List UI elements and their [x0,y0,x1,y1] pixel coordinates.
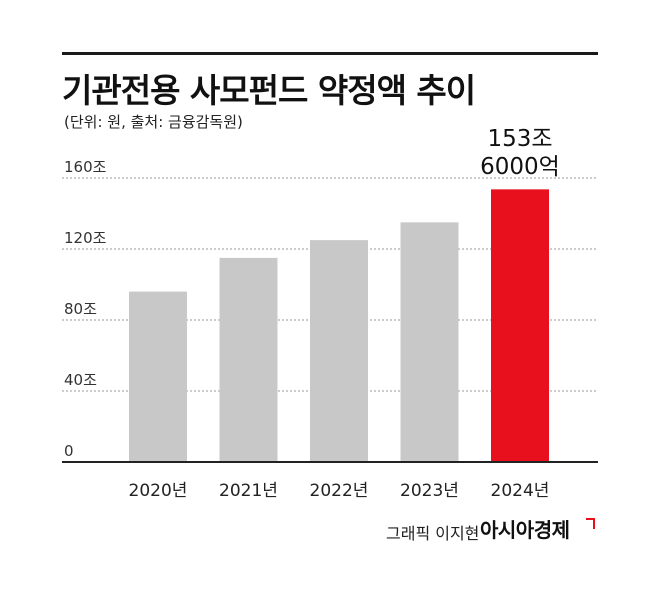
graphic-credit: 그래픽 이지현 [386,524,480,543]
bars [129,189,549,463]
bar [219,257,278,462]
y-tick-label: 120조 [64,229,107,247]
top-rule [62,52,598,55]
labels: 0 40조 80조 120조 160조 2020년 2021년 2022년 2023년 2024년… [64,126,560,501]
data-label-line1: 153조 [487,126,552,152]
y-tick-label: 0 [64,442,74,460]
y-tick-label: 160조 [64,158,107,176]
logo-mark-icon [586,518,595,529]
bar [129,291,187,462]
x-tick-label: 2020년 [129,481,188,501]
chart-title: 기관전용 사모펀드 약정액 추이 [62,71,476,110]
data-label-line2: 6000억 [480,154,560,180]
x-tick-label: 2021년 [219,481,278,501]
x-tick-label: 2022년 [310,481,369,501]
x-tick-label: 2023년 [400,481,459,501]
chart-subtitle: (단위: 원, 출처: 금융감독원) [64,113,243,131]
x-tick-label: 2024년 [491,481,550,501]
bar [310,240,368,462]
bar [400,222,459,462]
y-tick-label: 40조 [64,371,97,389]
publisher-logo: 아시아경제 [480,518,570,542]
bar-highlight [491,189,549,463]
y-tick-label: 80조 [64,300,97,318]
